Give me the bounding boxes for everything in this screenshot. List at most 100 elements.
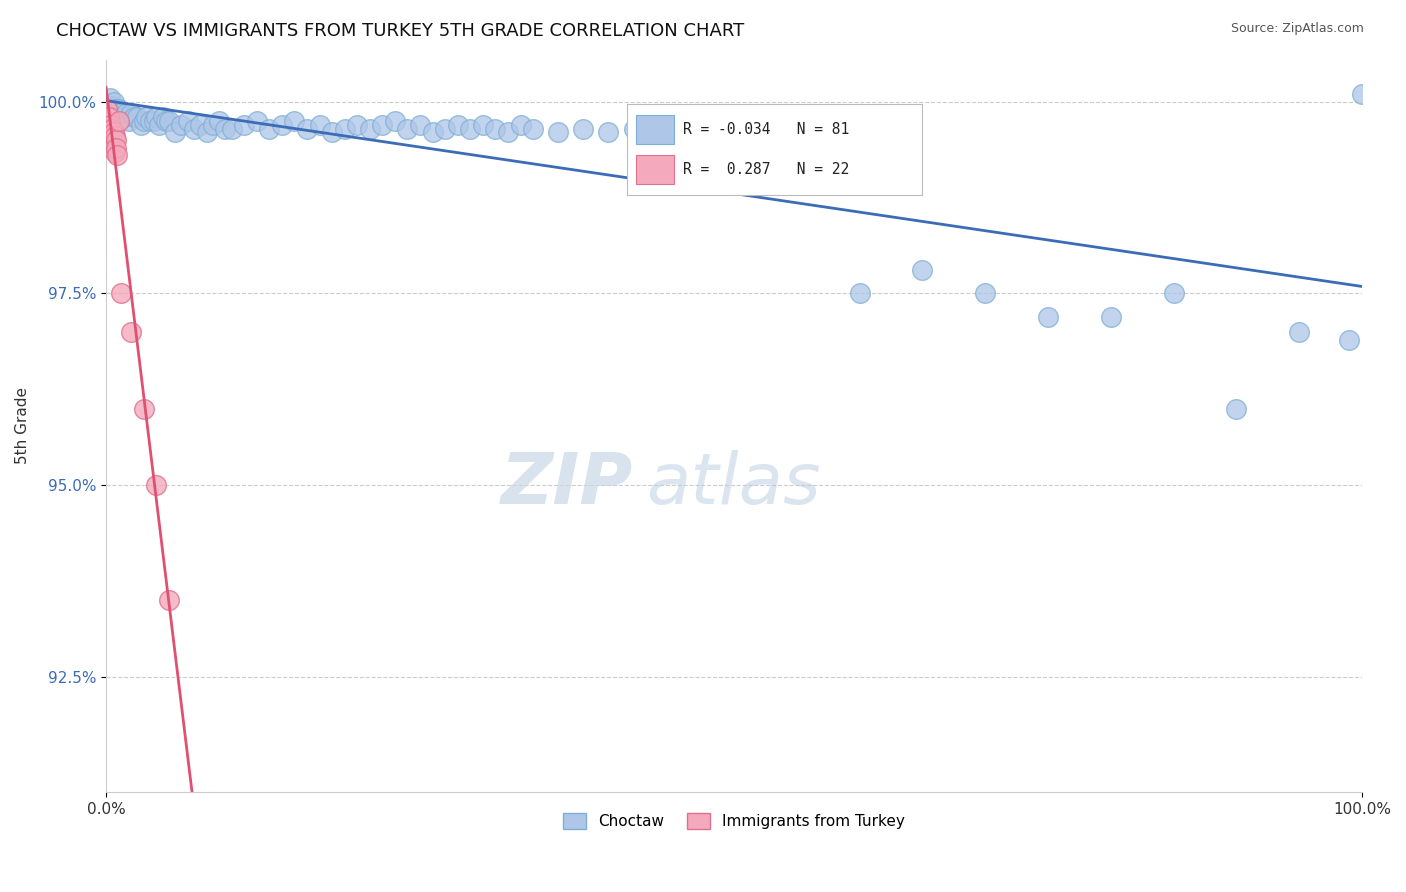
Point <box>246 114 269 128</box>
Point <box>105 148 128 162</box>
Point <box>104 106 127 120</box>
Point <box>135 110 157 124</box>
Point <box>509 118 531 132</box>
Point <box>105 141 128 155</box>
Text: ZIP: ZIP <box>502 450 634 519</box>
Point <box>522 121 544 136</box>
Point <box>103 95 125 109</box>
Point <box>1288 325 1310 339</box>
Point <box>105 103 128 117</box>
Point <box>139 114 162 128</box>
Point <box>118 114 141 128</box>
Point <box>97 110 120 124</box>
Text: CHOCTAW VS IMMIGRANTS FROM TURKEY 5TH GRADE CORRELATION CHART: CHOCTAW VS IMMIGRANTS FROM TURKEY 5TH GR… <box>56 22 745 40</box>
Point <box>110 106 132 120</box>
Legend: Choctaw, Immigrants from Turkey: Choctaw, Immigrants from Turkey <box>557 807 911 836</box>
Point <box>132 401 155 416</box>
Point <box>101 98 124 112</box>
Point <box>98 91 121 105</box>
Point <box>384 114 406 128</box>
Point <box>201 118 224 132</box>
Point <box>152 110 174 124</box>
Point <box>1351 87 1374 102</box>
Point <box>221 121 243 136</box>
Point <box>1036 310 1059 324</box>
Text: atlas: atlas <box>647 450 821 519</box>
Point <box>409 118 432 132</box>
Point <box>974 286 997 301</box>
Point <box>129 118 152 132</box>
Point <box>100 118 122 132</box>
Point <box>97 121 120 136</box>
Point <box>697 129 720 144</box>
Point <box>157 593 180 607</box>
Point <box>176 114 198 128</box>
Point <box>308 118 330 132</box>
Point <box>371 118 394 132</box>
Point <box>183 121 205 136</box>
Point <box>434 121 457 136</box>
Point <box>321 125 343 139</box>
Point <box>458 121 481 136</box>
Point <box>100 114 122 128</box>
Point <box>165 125 187 139</box>
Point <box>572 121 595 136</box>
Point <box>127 110 149 124</box>
Point <box>547 125 569 139</box>
Point <box>346 118 368 132</box>
Point <box>101 121 124 136</box>
Point <box>101 136 124 151</box>
Point <box>295 121 318 136</box>
Point <box>107 103 129 117</box>
Point <box>723 125 745 139</box>
Point <box>911 263 934 277</box>
Point <box>103 125 125 139</box>
Point <box>112 110 135 124</box>
Point <box>1099 310 1122 324</box>
Point <box>157 114 180 128</box>
Point <box>396 121 419 136</box>
Point <box>105 133 128 147</box>
Point <box>359 121 381 136</box>
Point <box>422 125 444 139</box>
Point <box>1225 401 1247 416</box>
Point <box>496 125 519 139</box>
Point <box>471 118 494 132</box>
Point <box>659 125 682 139</box>
Point <box>104 145 127 159</box>
Point <box>233 118 256 132</box>
Point <box>96 103 118 117</box>
Point <box>107 114 129 128</box>
Point <box>270 118 292 132</box>
Point <box>1163 286 1185 301</box>
Point <box>115 106 138 120</box>
Point <box>142 114 165 128</box>
Point <box>283 114 305 128</box>
Point <box>848 286 870 301</box>
Point <box>623 121 645 136</box>
Point <box>214 121 236 136</box>
Point <box>208 114 231 128</box>
Point <box>104 129 127 144</box>
Point <box>110 286 132 301</box>
Point <box>120 106 142 120</box>
Text: Source: ZipAtlas.com: Source: ZipAtlas.com <box>1230 22 1364 36</box>
Point <box>98 125 121 139</box>
Point <box>98 106 121 120</box>
Point <box>333 121 356 136</box>
Point <box>145 110 167 124</box>
Point <box>170 118 193 132</box>
Point <box>120 325 142 339</box>
Point <box>105 114 128 128</box>
Point <box>103 141 125 155</box>
Point <box>155 114 177 128</box>
Point <box>104 103 127 117</box>
Point <box>145 478 167 492</box>
Point <box>484 121 506 136</box>
Point <box>188 118 211 132</box>
Point <box>786 125 808 139</box>
Point <box>259 121 281 136</box>
Point <box>195 125 218 139</box>
Point <box>132 114 155 128</box>
Point <box>97 98 120 112</box>
